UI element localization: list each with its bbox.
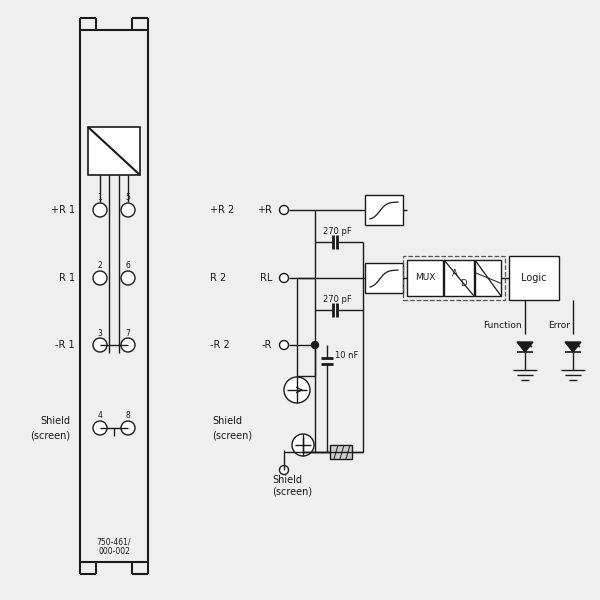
Text: Shield: Shield (272, 475, 302, 485)
Text: +R: +R (257, 205, 272, 215)
Text: 10 nF: 10 nF (335, 350, 358, 359)
Text: 000-002: 000-002 (98, 547, 130, 557)
Text: Shield: Shield (212, 416, 242, 426)
Text: RL: RL (260, 273, 272, 283)
Text: 4: 4 (98, 412, 103, 421)
Text: 270 pF: 270 pF (323, 226, 352, 235)
Text: A: A (452, 269, 458, 277)
Circle shape (121, 271, 135, 285)
Circle shape (93, 338, 107, 352)
Text: MUX: MUX (415, 274, 435, 283)
Text: D: D (460, 278, 466, 287)
Circle shape (121, 203, 135, 217)
Circle shape (93, 203, 107, 217)
Text: 2: 2 (98, 262, 103, 271)
Bar (403, 256, 505, 300)
Text: +R 1: +R 1 (51, 205, 75, 215)
Circle shape (311, 341, 319, 349)
Text: +R 2: +R 2 (210, 205, 234, 215)
Circle shape (280, 205, 289, 214)
Circle shape (280, 466, 289, 475)
Text: (screen): (screen) (30, 430, 70, 440)
Circle shape (280, 340, 289, 349)
Circle shape (121, 338, 135, 352)
Bar (88, 127, 140, 175)
Text: 6: 6 (125, 262, 130, 271)
Text: R 2: R 2 (210, 273, 226, 283)
Circle shape (284, 377, 310, 403)
Polygon shape (517, 342, 533, 352)
Text: 7: 7 (125, 329, 130, 337)
Circle shape (280, 274, 289, 283)
Text: Error: Error (548, 322, 570, 331)
Text: (screen): (screen) (212, 430, 252, 440)
Text: Function: Function (484, 322, 522, 331)
Bar (330, 445, 352, 459)
Circle shape (93, 271, 107, 285)
Text: 3: 3 (98, 329, 103, 337)
Text: 5: 5 (125, 193, 130, 202)
Circle shape (93, 421, 107, 435)
Text: -R 2: -R 2 (210, 340, 230, 350)
Bar (407, 260, 443, 296)
Text: 750-461/: 750-461/ (97, 538, 131, 547)
Circle shape (121, 421, 135, 435)
Text: 8: 8 (125, 412, 130, 421)
Text: Logic: Logic (521, 273, 547, 283)
Bar (509, 256, 559, 300)
Text: -R: -R (262, 340, 272, 350)
Text: 1: 1 (98, 193, 103, 202)
Bar (475, 260, 501, 296)
Text: -R 1: -R 1 (55, 340, 75, 350)
Text: Shield: Shield (40, 416, 70, 426)
Circle shape (292, 434, 314, 456)
Text: R 1: R 1 (59, 273, 75, 283)
Bar (365, 263, 403, 293)
Text: 270 pF: 270 pF (323, 295, 352, 304)
Bar (365, 195, 403, 225)
Text: (screen): (screen) (272, 487, 312, 497)
Polygon shape (565, 342, 581, 352)
Bar (444, 260, 474, 296)
